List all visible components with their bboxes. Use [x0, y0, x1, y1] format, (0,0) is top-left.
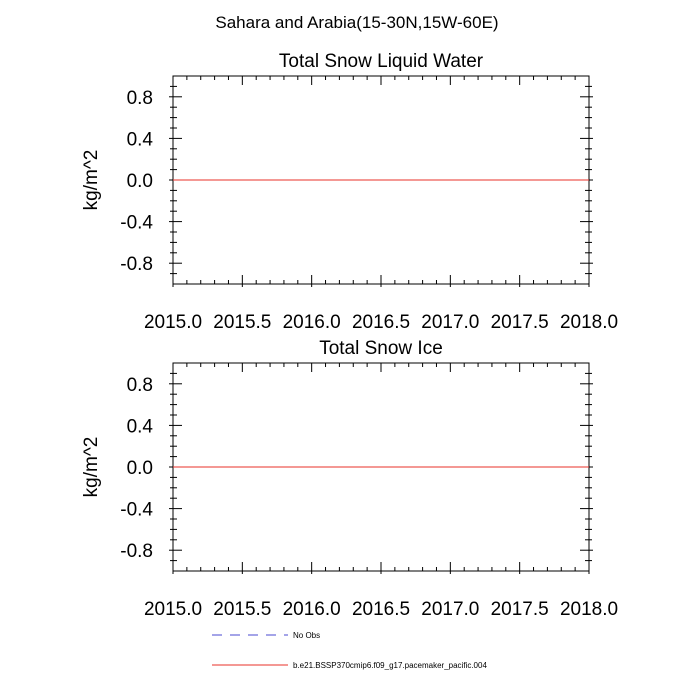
- legend: No Obs b.e21.BSSP370cmip6.f09_g17.pacema…: [212, 631, 487, 670]
- x-tick-label-2017-5: 2017.5: [491, 312, 549, 333]
- y-tick-label-m0_4: -0.4: [120, 500, 153, 521]
- panel-snow-ice: Total Snow Ice kg/m^2 2015.0 2015.5 2016.0 20…: [81, 338, 618, 620]
- x-tick-label-2016-0: 2016.0: [283, 599, 341, 620]
- x-tick-label-2018-0: 2018.0: [560, 599, 618, 620]
- panel-title: Total Snow Liquid Water: [279, 51, 484, 72]
- y-tick-label-m0_8: -0.8: [120, 254, 153, 275]
- legend-obs-label: No Obs: [293, 631, 320, 640]
- x-tick-label-2018-0: 2018.0: [560, 312, 618, 333]
- x-tick-label-2017-5: 2017.5: [491, 599, 549, 620]
- y-tick-label-0_0: 0.0: [127, 171, 153, 192]
- x-tick-label-2017-0: 2017.0: [421, 312, 479, 333]
- y-axis-label: kg/m^2: [81, 437, 102, 498]
- x-tick-label-2017-0: 2017.0: [421, 599, 479, 620]
- x-tick-label-2015-5: 2015.5: [213, 312, 271, 333]
- x-tick-label-2015-0: 2015.0: [144, 599, 202, 620]
- panel-snow-liquid-water: Total Snow Liquid Water kg/m^2 2015.0 2015.…: [81, 51, 618, 333]
- y-tick-label-m0_4: -0.4: [120, 213, 153, 234]
- y-tick-label-0_8: 0.8: [127, 88, 153, 109]
- y-tick-label-0_4: 0.4: [127, 416, 154, 437]
- y-axis-label: kg/m^2: [81, 150, 102, 211]
- x-tick-label-2016-0: 2016.0: [283, 312, 341, 333]
- x-tick-label-2016-5: 2016.5: [352, 599, 410, 620]
- x-tick-label-2015-5: 2015.5: [213, 599, 271, 620]
- figure-suptitle: Sahara and Arabia(15-30N,15W-60E): [215, 13, 498, 32]
- panel-title: Total Snow Ice: [319, 338, 443, 359]
- y-tick-label-0_4: 0.4: [127, 129, 154, 150]
- y-tick-label-0_0: 0.0: [127, 458, 153, 479]
- y-tick-label-m0_8: -0.8: [120, 541, 153, 562]
- x-tick-label-2015-0: 2015.0: [144, 312, 202, 333]
- legend-model-label: b.e21.BSSP370cmip6.f09_g17.pacemaker_pac…: [293, 661, 487, 670]
- x-tick-label-2016-5: 2016.5: [352, 312, 410, 333]
- y-tick-label-0_8: 0.8: [127, 375, 153, 396]
